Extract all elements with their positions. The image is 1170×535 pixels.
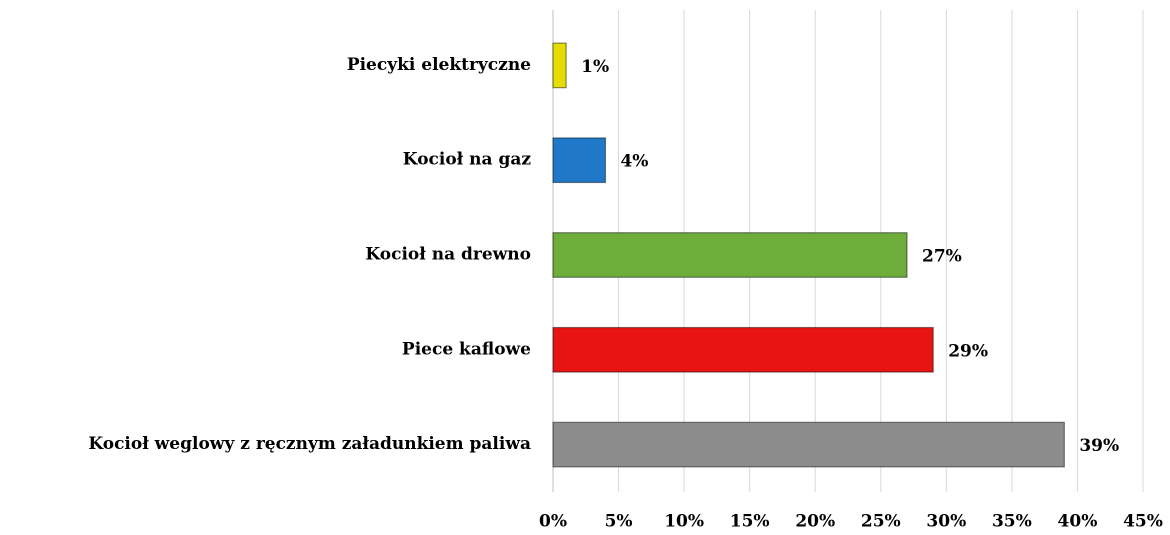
x-tick-label: 15% bbox=[730, 512, 770, 532]
x-tick-label: 45% bbox=[1123, 512, 1163, 532]
y-tick-label: Kocioł na drewno bbox=[365, 245, 531, 265]
value-label: 1% bbox=[581, 57, 609, 77]
bar bbox=[552, 137, 607, 184]
x-tick-label: 25% bbox=[861, 512, 901, 532]
x-tick-label: 35% bbox=[992, 512, 1032, 532]
y-tick-label: Piece kaflowe bbox=[402, 339, 531, 359]
value-label: 39% bbox=[1079, 436, 1119, 456]
bar bbox=[552, 421, 1065, 468]
y-tick-label: Kocioł weglowy z ręcznym załadunkiem pal… bbox=[88, 434, 531, 454]
x-tick-label: 30% bbox=[926, 512, 966, 532]
value-label: 4% bbox=[620, 152, 648, 172]
bar bbox=[552, 232, 908, 278]
bar bbox=[552, 42, 567, 89]
y-tick-label: Kocioł na gaz bbox=[403, 150, 532, 170]
value-label: 29% bbox=[948, 341, 988, 361]
x-tick-label: 0% bbox=[539, 512, 567, 532]
y-tick-label: Piecyki elektryczne bbox=[347, 55, 531, 75]
x-tick-label: 40% bbox=[1058, 512, 1098, 532]
bar bbox=[552, 326, 934, 373]
x-tick-label: 5% bbox=[605, 512, 633, 532]
value-label: 27% bbox=[922, 247, 962, 267]
x-tick-label: 10% bbox=[664, 512, 704, 532]
x-tick-label: 20% bbox=[795, 512, 835, 532]
